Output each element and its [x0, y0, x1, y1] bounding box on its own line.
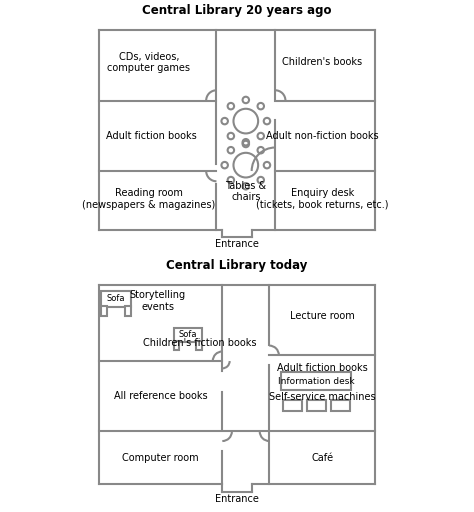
- Text: Tables &
chairs: Tables & chairs: [225, 181, 266, 202]
- Bar: [101, 291, 131, 307]
- Text: Children's books: Children's books: [282, 57, 362, 68]
- Text: Storytelling
events: Storytelling events: [130, 290, 186, 312]
- Bar: [174, 328, 202, 342]
- Text: All reference books: All reference books: [114, 391, 208, 401]
- Bar: [197, 341, 202, 350]
- Text: Adult non-fiction books: Adult non-fiction books: [266, 131, 378, 141]
- FancyBboxPatch shape: [282, 372, 351, 390]
- Text: Sofa: Sofa: [179, 330, 197, 339]
- Bar: [331, 400, 350, 411]
- Text: Café: Café: [311, 453, 333, 463]
- Text: Adult fiction books: Adult fiction books: [277, 364, 367, 373]
- Text: Sofa: Sofa: [107, 294, 125, 303]
- Text: Computer room: Computer room: [122, 453, 199, 463]
- Bar: [126, 306, 131, 315]
- Text: Self-service machines: Self-service machines: [269, 392, 375, 402]
- Title: Central Library today: Central Library today: [166, 259, 308, 272]
- Text: CDs, videos,
computer games: CDs, videos, computer games: [108, 52, 191, 73]
- Text: Information desk: Information desk: [278, 377, 355, 386]
- Text: Adult fiction books: Adult fiction books: [107, 131, 197, 141]
- Text: Entrance: Entrance: [215, 240, 259, 249]
- Bar: [307, 400, 326, 411]
- Text: Children's fiction books: Children's fiction books: [143, 338, 256, 348]
- Bar: [283, 400, 301, 411]
- Text: Enquiry desk
(tickets, book returns, etc.): Enquiry desk (tickets, book returns, etc…: [256, 188, 388, 210]
- Bar: [101, 306, 107, 315]
- Bar: [101, 306, 107, 315]
- Text: Entrance: Entrance: [215, 494, 259, 504]
- Text: Lecture room: Lecture room: [290, 310, 355, 321]
- Text: Reading room
(newspapers & magazines): Reading room (newspapers & magazines): [82, 188, 216, 210]
- Bar: [174, 341, 179, 350]
- Title: Central Library 20 years ago: Central Library 20 years ago: [142, 4, 332, 17]
